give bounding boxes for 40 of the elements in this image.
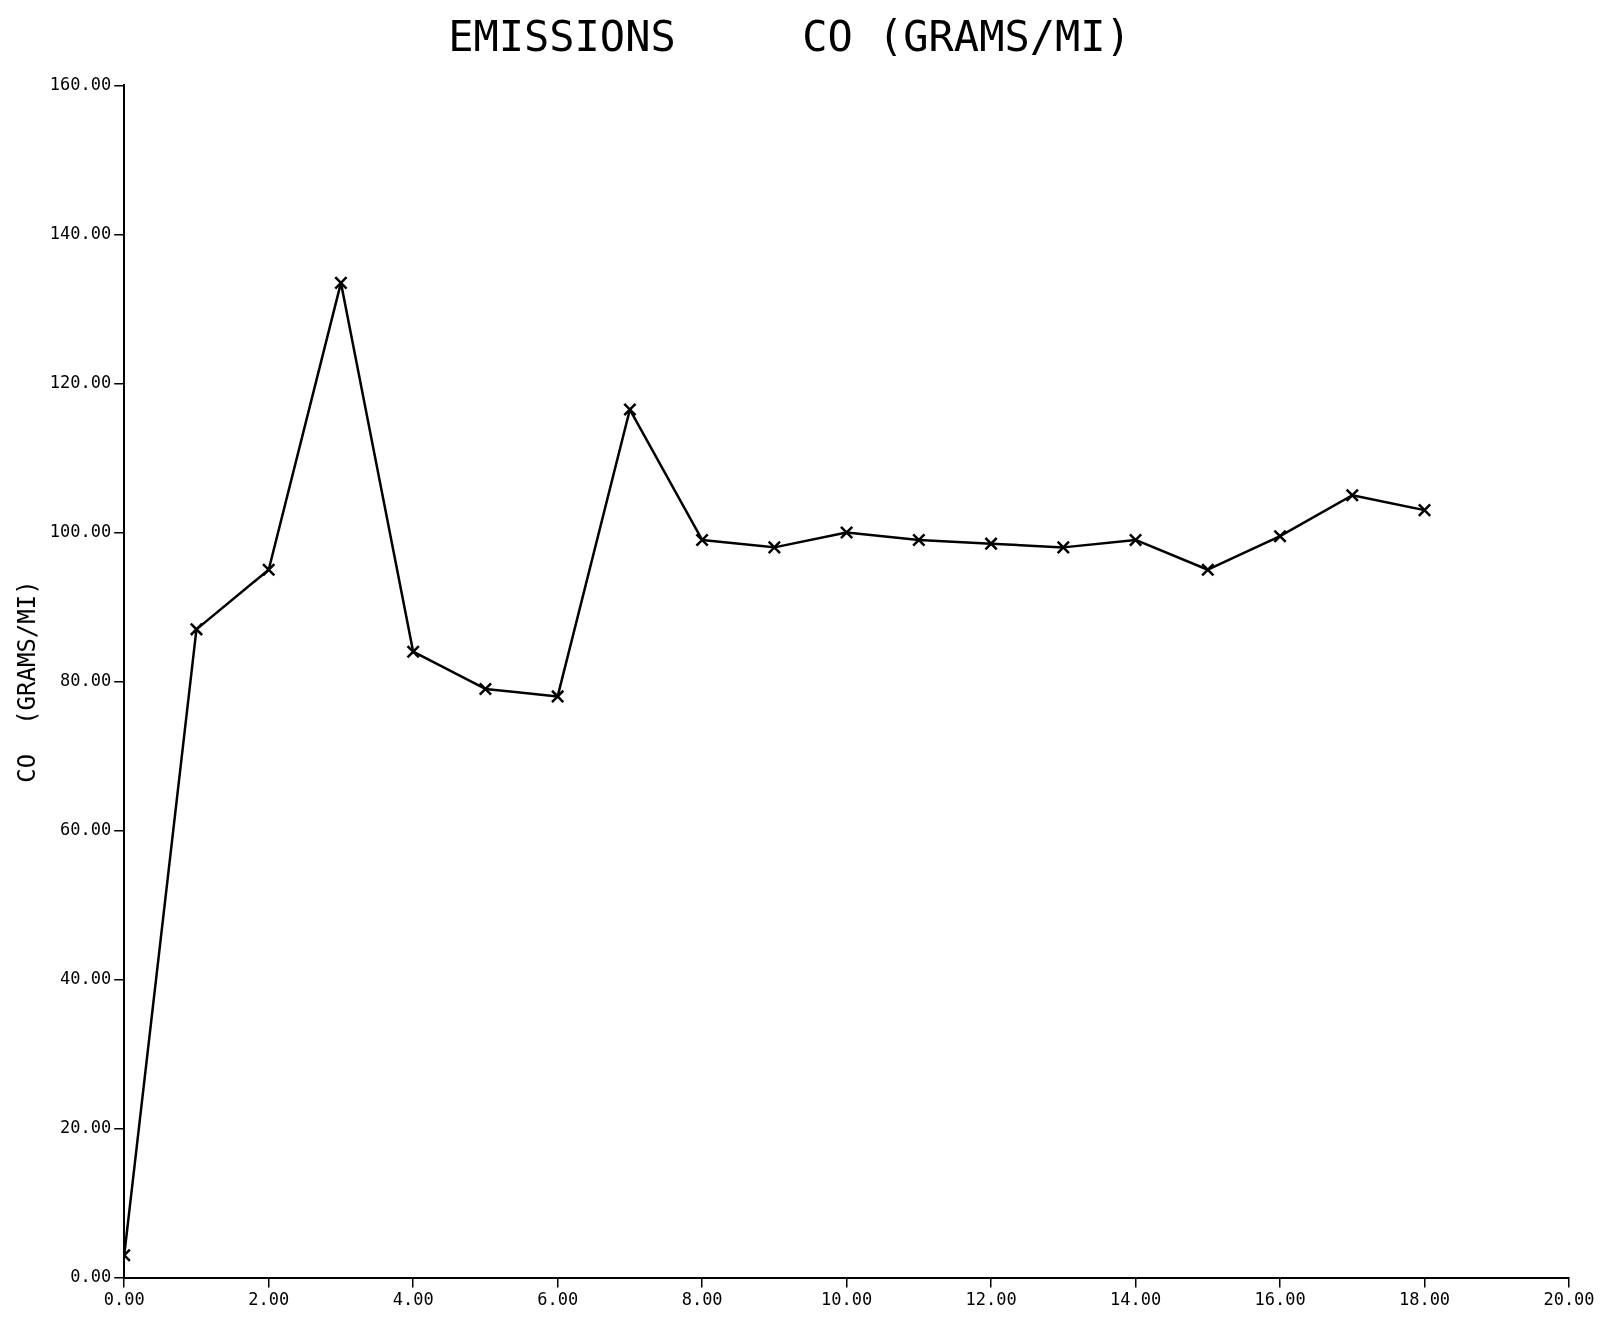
y-tick-label: 140.00: [49, 222, 112, 243]
point: [1273, 529, 1287, 544]
point: [478, 682, 493, 696]
point: [261, 562, 276, 577]
point: [550, 689, 565, 704]
x-tick-label: 12.00: [965, 1289, 1017, 1310]
y-tick-label: 160.00: [49, 73, 112, 94]
y-tick-label: 40.00: [60, 967, 112, 988]
point: [1056, 540, 1071, 555]
y-tick-label: 60.00: [60, 818, 112, 839]
x-tick-label: 14.00: [1109, 1289, 1162, 1310]
point: [334, 275, 348, 290]
y-axis-title: CO (GRAMS/MI): [12, 580, 41, 783]
y-tick-label: 0.00: [70, 1266, 112, 1287]
x-tick-label: 8.00: [681, 1289, 723, 1310]
x-tick-label: 18.00: [1398, 1289, 1451, 1310]
point: [189, 622, 204, 637]
point: [1200, 562, 1215, 577]
x-tick-label: 2.00: [248, 1289, 290, 1310]
point: [622, 402, 637, 417]
point: [695, 533, 710, 547]
point: [767, 540, 782, 555]
point: [839, 525, 854, 540]
point: [984, 536, 998, 551]
point: [406, 644, 421, 659]
y-tick-label: 80.00: [60, 669, 112, 690]
point: [911, 533, 926, 547]
point: [1128, 533, 1143, 547]
point: [1417, 503, 1432, 518]
x-tick-label: 6.00: [537, 1289, 579, 1310]
x-tick-label: 10.00: [821, 1289, 873, 1310]
x-tick-label: 20.00: [1543, 1289, 1595, 1310]
x-tick-label: 16.00: [1254, 1289, 1306, 1310]
x-tick-label: 0.00: [103, 1289, 145, 1310]
point: [1345, 488, 1360, 503]
chart-title: EMISSIONS CO (GRAMS/MI): [448, 12, 1131, 62]
y-tick-label: 100.00: [49, 520, 112, 541]
y-tick-label: 20.00: [60, 1117, 112, 1137]
y-tick-label: 120.00: [49, 371, 112, 392]
x-tick-label: 4.00: [392, 1289, 434, 1310]
